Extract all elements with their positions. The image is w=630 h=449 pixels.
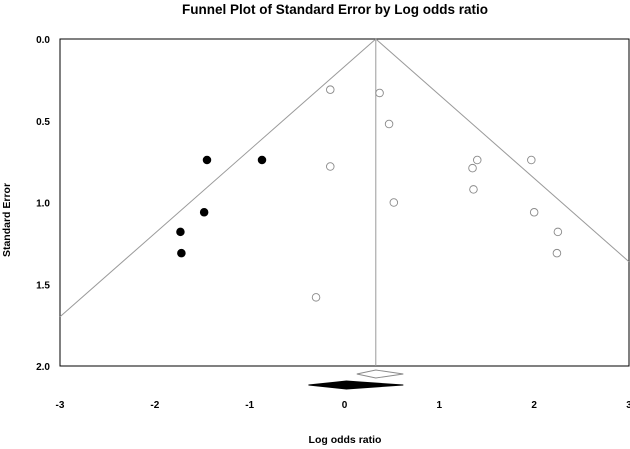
x-tick-labels: -3 -2 -1 0 1 2 3 [56, 400, 630, 411]
x-tick-label: -3 [56, 400, 65, 411]
observed-study-point [311, 293, 321, 302]
observed-study-point [384, 119, 394, 129]
y-tick-label: 2.0 [36, 362, 50, 373]
imputed-study-point [177, 248, 186, 258]
x-tick-label: -2 [150, 400, 159, 411]
imputed-study-point [199, 208, 209, 217]
y-tick-label: 1.0 [36, 199, 50, 210]
funnel-right-line [375, 38, 630, 263]
observed-study-point [468, 163, 477, 173]
observed-study-point [389, 198, 399, 207]
y-tick-label: 0.0 [36, 35, 50, 46]
y-tick-label: 1.5 [36, 280, 50, 291]
summary-diamond-observed [356, 369, 404, 379]
y-tick-label: 0.5 [36, 117, 50, 128]
observed-study-point [469, 185, 478, 194]
imputed-study-point [257, 155, 267, 165]
observed-study-point [553, 227, 563, 237]
study-points [176, 85, 563, 302]
summary-diamond-imputed [308, 380, 404, 390]
observed-study-point [326, 85, 335, 94]
observed-study-point [527, 155, 536, 165]
funnel-left-line [59, 38, 377, 318]
x-axis-label: Log odds ratio [309, 434, 382, 446]
plot-area-frame [59, 38, 630, 367]
x-tick-label: -1 [245, 400, 254, 411]
observed-study-point [375, 88, 384, 98]
y-tick-labels: 0.0 0.5 1.0 1.5 2.0 [36, 35, 50, 373]
x-tick-label: 0 [342, 400, 348, 411]
observed-study-point [473, 155, 482, 165]
imputed-study-point [202, 155, 212, 165]
x-tick-label: 2 [531, 400, 537, 411]
y-axis-label: Standard Error [1, 183, 13, 257]
observed-study-point [326, 162, 335, 171]
observed-study-point [529, 208, 539, 217]
x-tick-label: 1 [437, 400, 443, 411]
x-tick-label: 3 [626, 400, 630, 411]
imputed-study-point [176, 227, 185, 237]
chart-title: Funnel Plot of Standard Error by Log odd… [182, 2, 488, 17]
summary-diamonds [308, 369, 404, 390]
funnel-lines [59, 38, 630, 366]
observed-study-point [552, 248, 562, 258]
